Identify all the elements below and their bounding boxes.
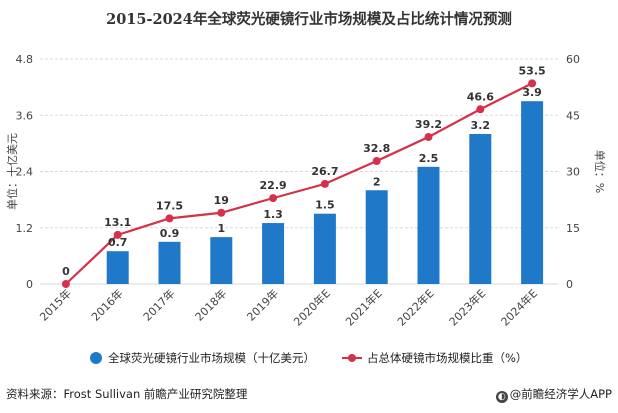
bar [417, 166, 440, 284]
line-value-label: 17.5 [156, 199, 183, 212]
bar-value-label: 0.7 [108, 236, 128, 249]
line-value-label: 13.1 [104, 216, 131, 229]
bar-value-label: 3.9 [522, 86, 542, 99]
bar-value-label: 3.2 [471, 119, 491, 132]
y-tick-label-left: 2.4 [16, 166, 34, 179]
line-point [217, 208, 226, 217]
bar [158, 241, 181, 284]
source-label: 资料来源： [6, 387, 64, 401]
source-value: Frost Sullivan 前瞻产业研究院整理 [63, 387, 248, 401]
brand-logo-icon: ◐ [495, 391, 508, 403]
bar [262, 223, 285, 284]
line-value-label: 0 [62, 265, 70, 278]
line-value-label: 39.2 [415, 118, 442, 131]
line-point [113, 230, 122, 239]
bar-value-label: 1.3 [263, 208, 283, 221]
y-axis-title-left: 单位：十亿美元 [5, 133, 19, 210]
x-tick-label: 2024年E [498, 286, 540, 328]
line-point [320, 179, 329, 188]
line-value-label: 26.7 [311, 165, 338, 178]
line-point [424, 133, 433, 141]
line-point [165, 214, 174, 223]
x-tick-label: 2020年E [291, 286, 333, 328]
bar-value-label: 2 [373, 175, 381, 188]
y-tick-label-right: 30 [566, 166, 580, 179]
y-tick-label-left: 0 [26, 278, 33, 291]
bar-value-label: 1 [217, 222, 225, 235]
bar [469, 134, 492, 284]
line-point [61, 280, 70, 288]
x-tick-label: 2016年 [88, 286, 125, 323]
bar [210, 237, 233, 284]
y-tick-label-left: 3.6 [16, 109, 34, 122]
bar [521, 101, 544, 284]
y-tick-label-right: 0 [566, 278, 573, 291]
line-point [269, 194, 278, 203]
line-value-label: 22.9 [260, 179, 287, 192]
brand-text: @前瞻经济学人APP [509, 387, 612, 401]
x-tick-label: 2018年 [192, 286, 229, 323]
bar-value-label: 2.5 [419, 152, 439, 165]
x-tick-label: 2023年E [446, 286, 488, 328]
legend-swatch-line-marker [348, 354, 356, 362]
line-value-label: 32.8 [363, 142, 390, 155]
brand-credit: ◐ @前瞻经济学人APP [495, 386, 612, 403]
y-tick-label-left: 1.2 [16, 222, 34, 235]
source-note: 资料来源：Frost Sullivan 前瞻产业研究院整理 [6, 386, 247, 402]
y-tick-label-right: 45 [566, 109, 580, 122]
legend-swatch-bars [90, 352, 102, 364]
bar-value-label: 1.5 [315, 199, 335, 212]
bar [365, 190, 388, 284]
legend-label-bars: 全球荧光硬镜行业市场规模（十亿美元） [108, 351, 315, 365]
y-tick-label-right: 15 [566, 222, 580, 235]
line-value-label: 46.6 [467, 90, 494, 103]
x-tick-label: 2021年E [342, 286, 384, 328]
line-point [528, 79, 537, 88]
x-tick-label: 2022年E [394, 286, 436, 328]
chart-title: 2015-2024年全球荧光硬镜行业市场规模及占比统计情况预测 [106, 11, 512, 28]
x-tick-label: 2019年 [244, 286, 281, 323]
bar [106, 251, 129, 284]
bar [313, 213, 336, 284]
line-value-label: 19 [214, 194, 229, 207]
line-point [476, 105, 485, 114]
line-point [372, 157, 381, 165]
x-tick-label: 2015年 [37, 286, 74, 323]
series-line [65, 82, 533, 285]
y-tick-label-right: 60 [566, 53, 580, 66]
bar-value-label: 0.9 [160, 227, 180, 240]
line-value-label: 53.5 [519, 64, 546, 77]
y-axis-title-right: 单位：% [593, 150, 607, 193]
legend-label-line: 占总体硬镜市场规模比重（%） [367, 351, 527, 365]
y-tick-label-left: 4.8 [16, 53, 34, 66]
x-tick-label: 2017年 [140, 286, 177, 323]
